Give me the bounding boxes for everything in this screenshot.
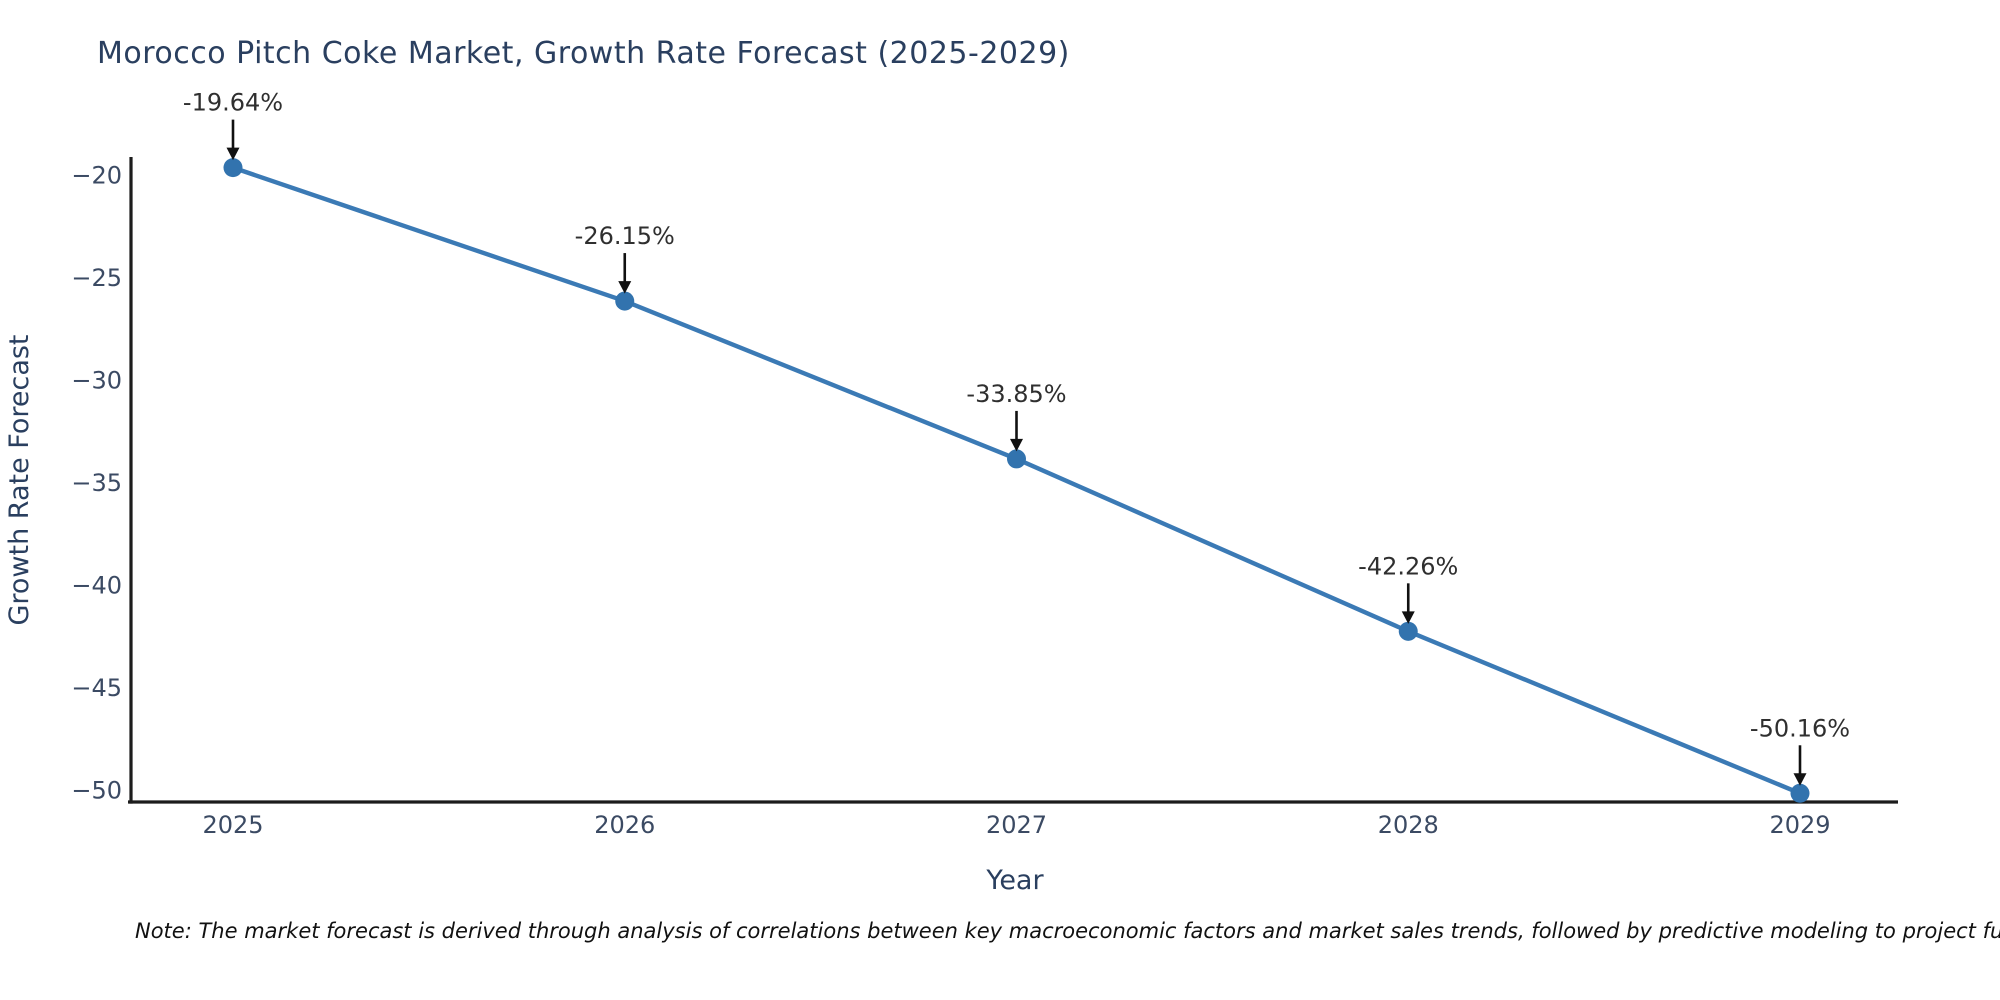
y-tick-label: −20 [71, 162, 122, 190]
footnote-text: Note: The market forecast is derived thr… [135, 919, 2000, 943]
y-tick-label: −35 [71, 469, 122, 497]
x-tick-label: 2027 [986, 811, 1047, 839]
x-tick-label: 2025 [202, 811, 263, 839]
data-point-marker [1790, 783, 1810, 803]
annotation-arrowhead [618, 281, 632, 294]
x-tick-label: 2029 [1769, 811, 1830, 839]
y-tick-label: −45 [71, 674, 122, 702]
trend-line [230, 165, 1803, 796]
annotation-arrowhead [1401, 611, 1415, 624]
data-point-marker [1398, 621, 1418, 641]
annotation-label: -50.16% [1750, 714, 1850, 742]
y-tick-label: −25 [71, 264, 122, 292]
y-tick-label: −40 [71, 572, 122, 600]
chart-title: Morocco Pitch Coke Market, Growth Rate F… [97, 36, 1070, 71]
annotation-arrowhead [1793, 773, 1807, 786]
annotation-label: -19.64% [183, 89, 283, 117]
x-tick-label: 2028 [1378, 811, 1439, 839]
data-point-marker [615, 291, 635, 311]
data-point-marker [1007, 449, 1026, 469]
x-tick-label: 2026 [594, 811, 655, 839]
annotation-label: -33.85% [966, 380, 1066, 408]
x-axis-title: Year [985, 865, 1044, 896]
y-tick-label: −30 [71, 367, 122, 395]
annotation-label: -42.26% [1358, 552, 1458, 580]
data-point-marker [223, 158, 243, 178]
annotation-arrowhead [226, 147, 240, 161]
y-axis-title: Growth Rate Forecast [4, 334, 35, 625]
y-tick-label: −50 [71, 777, 122, 805]
annotation-arrowhead [1010, 438, 1023, 452]
annotation-label: -26.15% [575, 222, 675, 250]
